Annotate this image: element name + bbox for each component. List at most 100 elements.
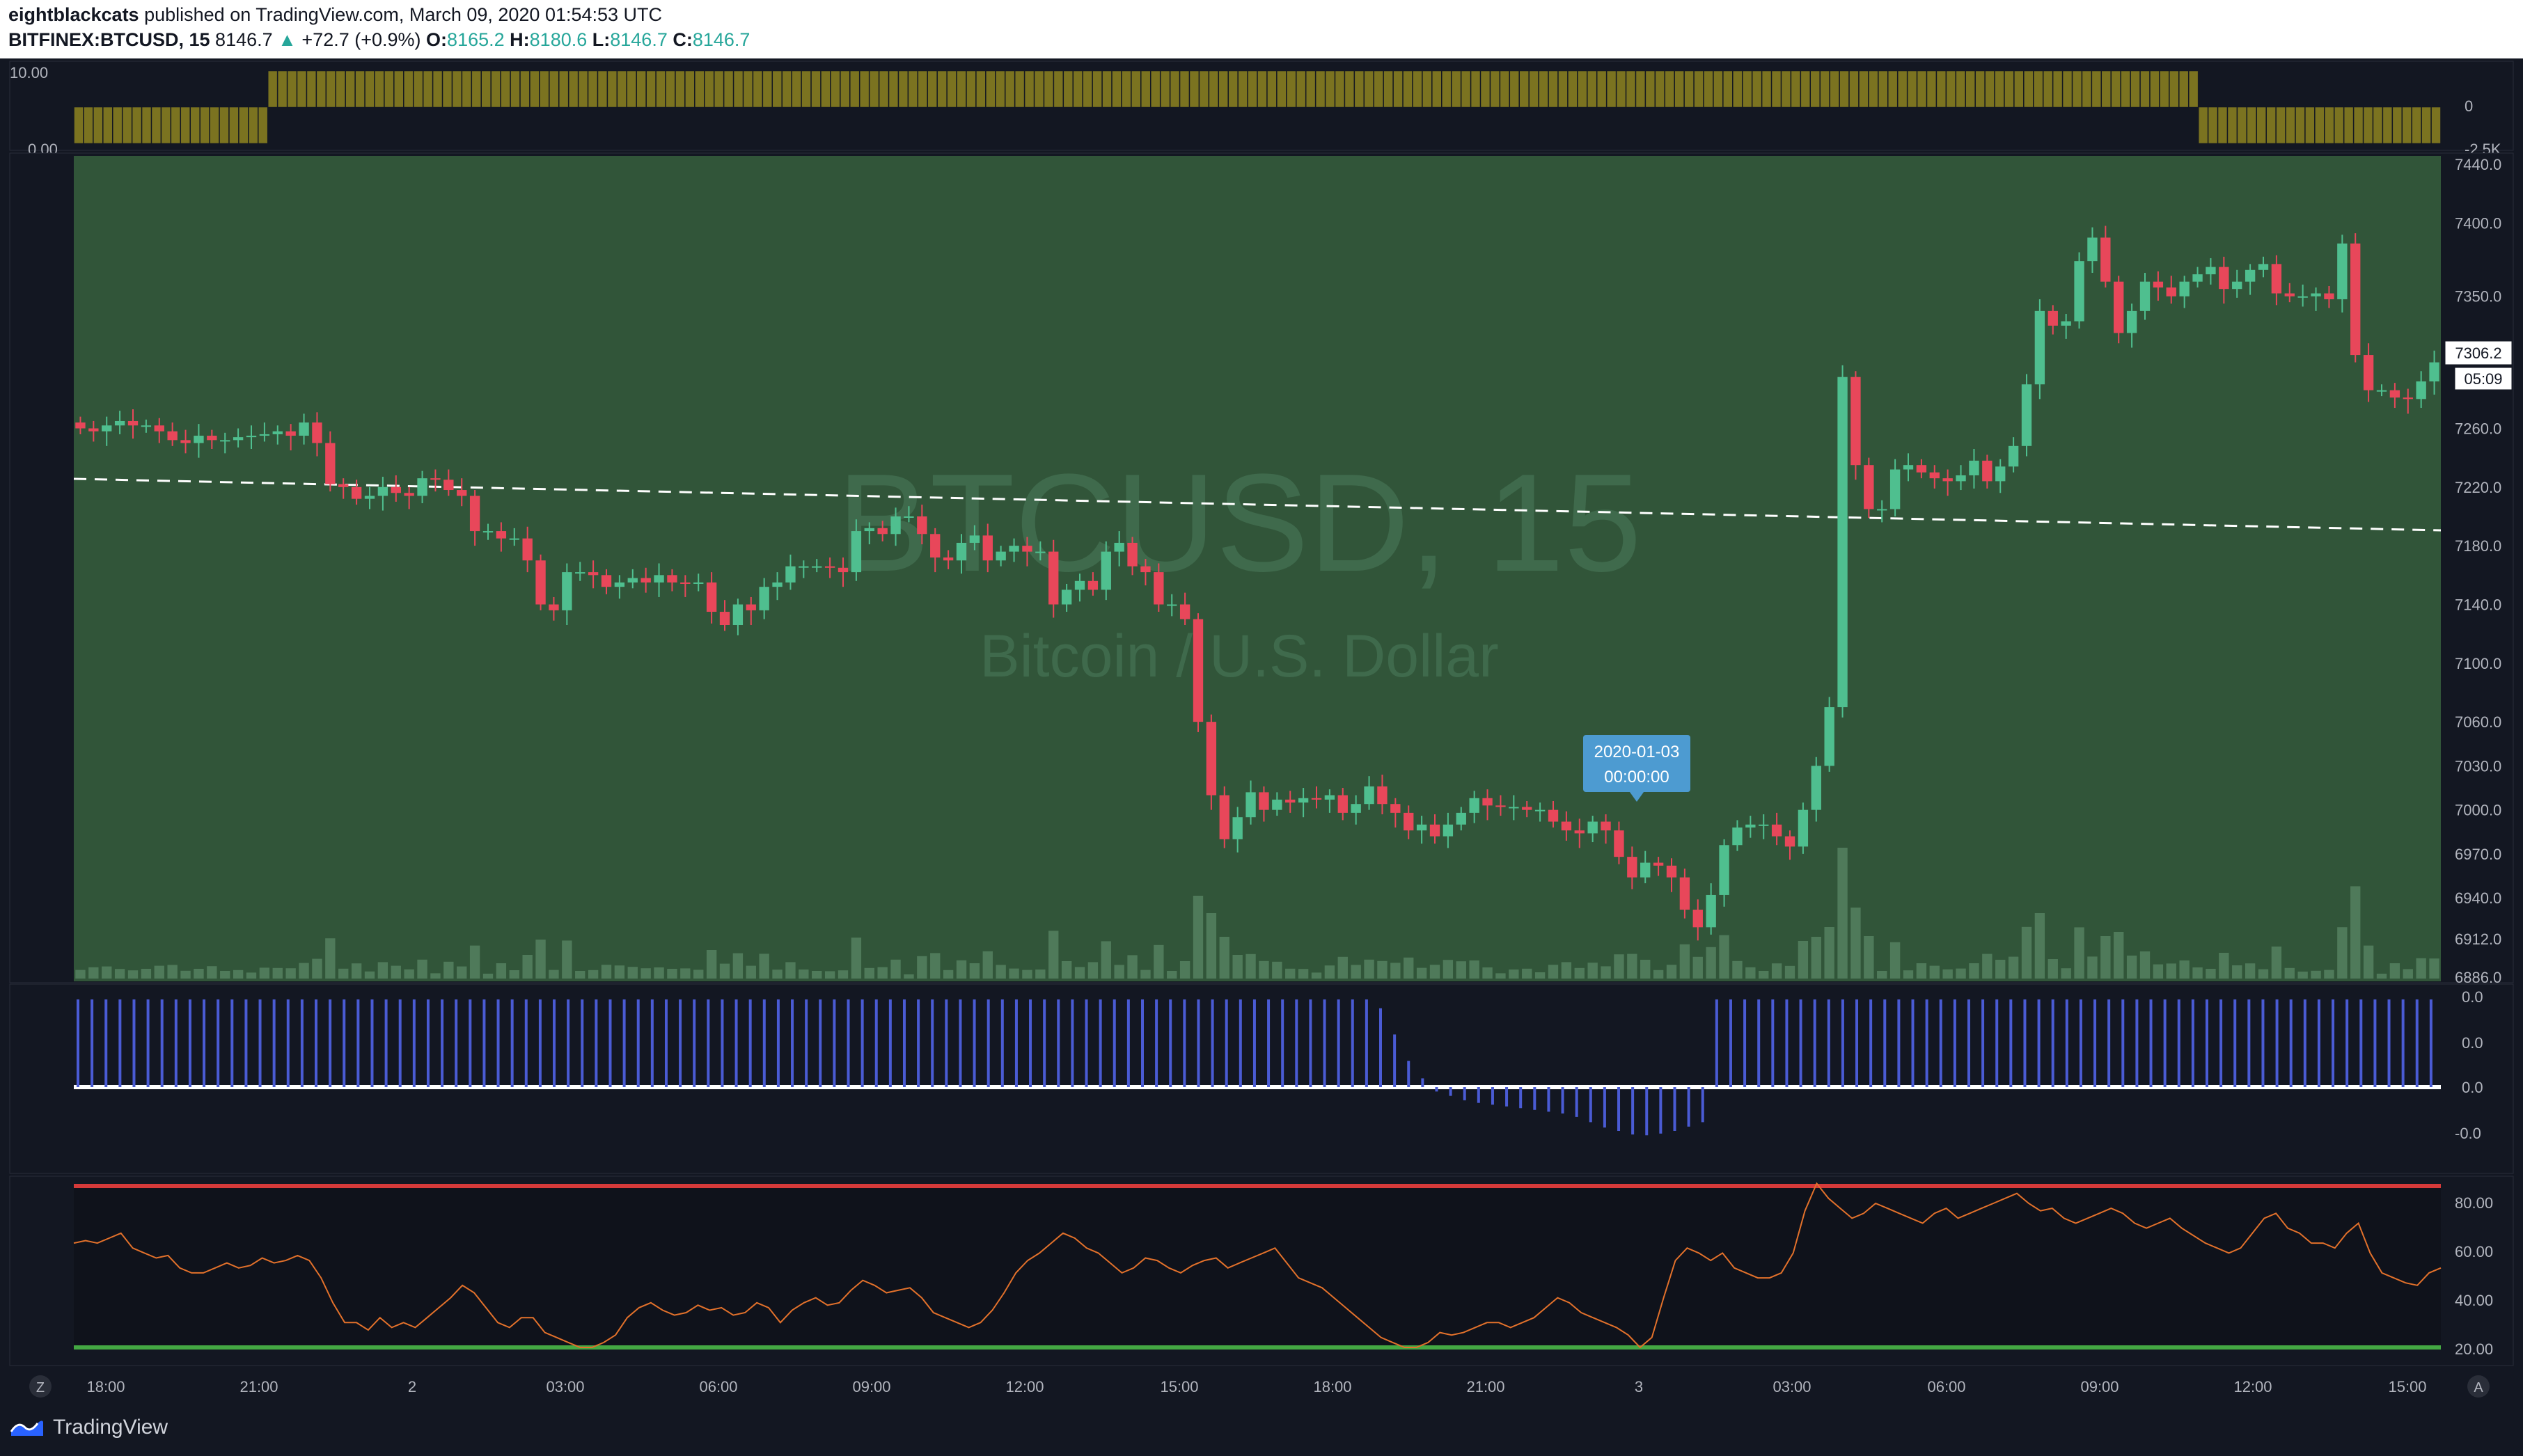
candle-body xyxy=(1298,798,1309,803)
osc-bar xyxy=(607,70,618,108)
osc-bar xyxy=(908,70,918,108)
osc-bar xyxy=(2227,106,2238,144)
volume-bar xyxy=(627,967,638,979)
volume-bar xyxy=(457,966,467,979)
osc-bar xyxy=(1606,70,1617,108)
osc-bar xyxy=(753,70,763,108)
candle-body xyxy=(1364,786,1374,805)
osc-bar xyxy=(1578,70,1587,108)
author-name[interactable]: eightblackcats xyxy=(8,4,139,25)
osc-bar xyxy=(1733,70,1743,108)
volume-bar xyxy=(1167,971,1177,979)
osc-bar xyxy=(1063,70,1073,108)
volume-bar xyxy=(1864,936,1874,979)
osc-bar xyxy=(1839,70,1849,108)
candle-body xyxy=(207,436,217,441)
volume-bar xyxy=(1074,967,1085,979)
candle-body xyxy=(614,582,625,587)
osc-bar xyxy=(1742,70,1752,108)
price-axis[interactable]: 7440.0 7400.0 7350.0 7260.0 7220.0 7180.0 7140… xyxy=(2455,156,2501,986)
candle-body xyxy=(2271,264,2282,294)
osc-bar xyxy=(2315,106,2325,144)
osc-bar xyxy=(491,70,501,108)
osc-bar xyxy=(2363,106,2373,144)
volume-bar xyxy=(706,950,717,979)
candle-body xyxy=(114,420,125,426)
candle-body xyxy=(1087,580,1099,590)
candle-body xyxy=(1245,792,1256,818)
candle-body xyxy=(1416,824,1427,831)
osc-bar xyxy=(1713,70,1723,108)
price-tick: 6970.0 xyxy=(2455,846,2501,863)
candle-body xyxy=(1732,827,1743,846)
osc-bar xyxy=(627,70,636,108)
rsi-tick-60: 60.00 xyxy=(2455,1243,2493,1260)
time-tick: 03:00 xyxy=(1773,1378,1811,1395)
candle-body xyxy=(1614,830,1624,857)
osc-bar xyxy=(947,70,957,108)
osc-bar xyxy=(888,70,899,108)
a-button-bg[interactable] xyxy=(2467,1375,2490,1398)
volume-bar xyxy=(956,960,967,979)
hist-tick-2: 0.0 xyxy=(2462,1034,2483,1052)
osc-bar xyxy=(666,70,675,108)
price-tick: 7440.0 xyxy=(2455,156,2501,173)
volume-bar xyxy=(667,969,677,979)
volume-bar xyxy=(1679,944,1690,979)
osc-bar xyxy=(1665,70,1674,108)
tradingview-logo[interactable]: TradingView xyxy=(10,1416,168,1439)
candle-body xyxy=(2008,445,2019,467)
chart-canvas[interactable]: 10.00 0.00 0 -2.5K BTCUSD, 15 Bitcoin / … xyxy=(0,58,2523,1407)
osc-bar xyxy=(1975,70,1985,108)
a-button[interactable]: A xyxy=(2467,1375,2490,1398)
osc-bar xyxy=(675,70,685,108)
candle-body xyxy=(180,440,191,443)
trend-line[interactable] xyxy=(73,477,2442,532)
z-button-bg[interactable] xyxy=(29,1375,52,1398)
osc-bar xyxy=(996,70,1005,108)
time-tick: 2 xyxy=(408,1378,416,1395)
candle-body xyxy=(732,604,744,626)
candle-body xyxy=(2232,281,2242,290)
candle-body xyxy=(102,425,112,432)
osc-bar xyxy=(413,70,423,108)
candle-body xyxy=(1206,722,1217,796)
candle-body xyxy=(2100,237,2111,282)
volume-bar xyxy=(1219,937,1229,979)
candle-body xyxy=(2363,355,2374,390)
osc-bar xyxy=(501,70,510,108)
volume-bar xyxy=(338,968,349,979)
symbol-label[interactable]: BITFINEX:BTCUSD, 15 xyxy=(8,29,210,50)
candle-body xyxy=(1167,604,1177,606)
osc-bar xyxy=(1248,70,1257,108)
a-button-label[interactable]: A xyxy=(2474,1380,2483,1395)
candle-body xyxy=(2416,381,2426,399)
volume-bar xyxy=(1509,970,1519,979)
z-button-label[interactable]: Z xyxy=(36,1380,45,1395)
volume-bar xyxy=(864,967,874,979)
candle-body xyxy=(588,572,599,576)
low-value: 8146.7 xyxy=(610,29,668,50)
osc-bar xyxy=(1354,70,1365,108)
candle-body xyxy=(1982,460,1993,482)
candle-body xyxy=(1942,478,1953,482)
osc-bar xyxy=(103,106,113,144)
time-axis[interactable]: 18:00 21:00 2 03:00 06:00 09:00 12:00 15:00 18:0… xyxy=(86,1378,2426,1395)
candle-body xyxy=(824,566,835,568)
osc-bar xyxy=(2150,70,2160,108)
osc-bar xyxy=(646,70,656,108)
candle-body xyxy=(1259,792,1269,810)
osc-bar xyxy=(1218,70,1228,108)
volume-bar xyxy=(1416,967,1427,979)
volume-bar xyxy=(1206,913,1217,979)
volume-bar xyxy=(549,970,559,979)
volume-bar xyxy=(1114,965,1124,979)
osc-bar xyxy=(558,70,569,108)
volume-bar xyxy=(1351,965,1361,979)
price-tick: 7030.0 xyxy=(2455,757,2501,775)
volume-bar xyxy=(1456,961,1466,979)
volume-bar xyxy=(2350,886,2361,979)
volume-bar xyxy=(1140,970,1151,979)
z-button[interactable]: Z xyxy=(29,1375,52,1398)
osc-bar xyxy=(2043,70,2053,108)
